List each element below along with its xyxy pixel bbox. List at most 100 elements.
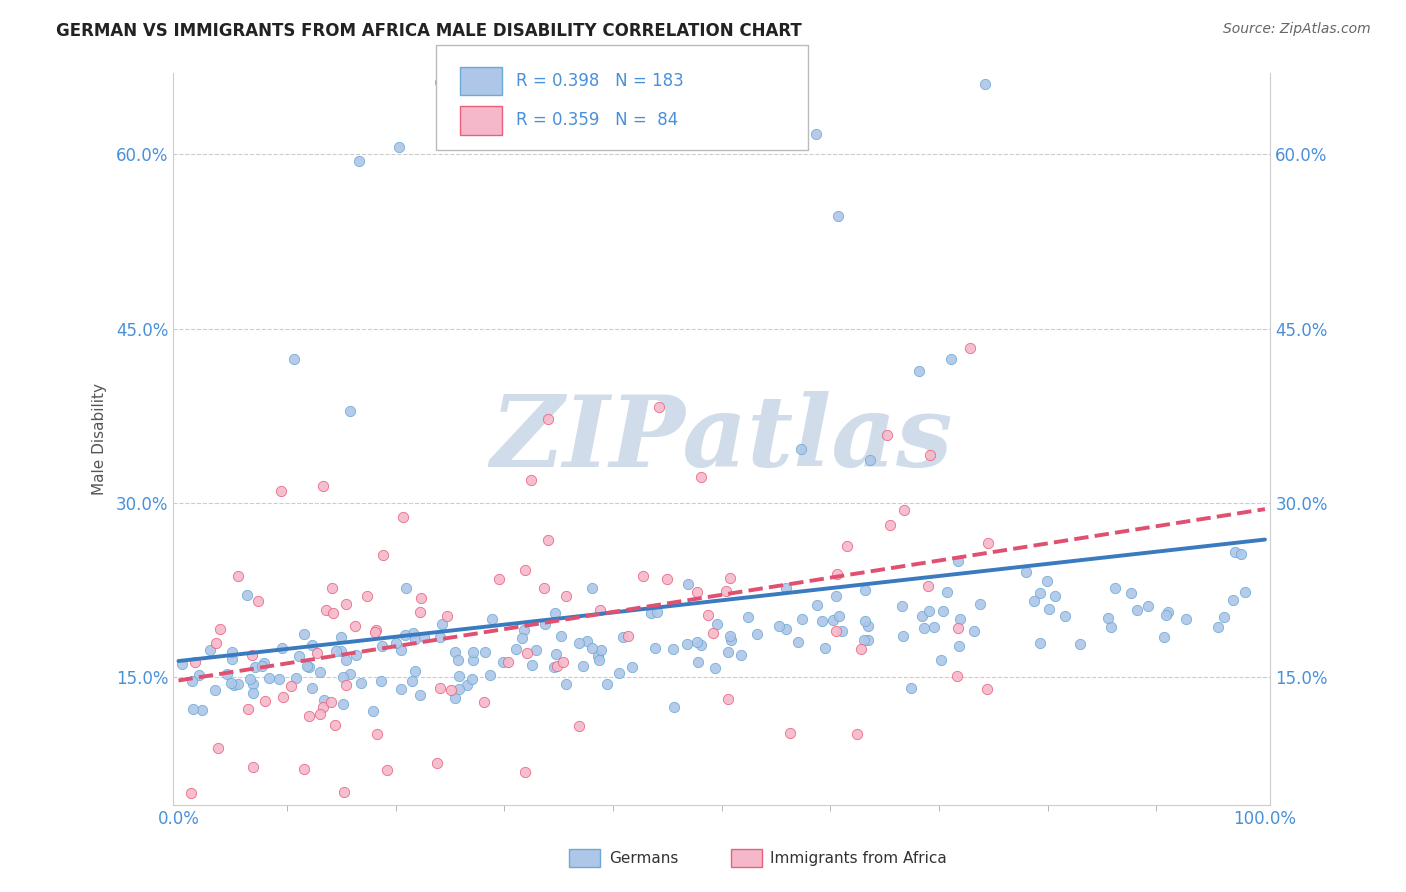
- Point: [891, 629, 914, 643]
- Point: [1043, 589, 1066, 603]
- Point: [242, 676, 264, 690]
- Point: [813, 641, 835, 656]
- Point: [612, 630, 634, 644]
- Point: [253, 694, 276, 708]
- Point: [491, 655, 513, 669]
- Point: [204, 683, 226, 698]
- Point: [662, 642, 685, 657]
- Point: [747, 626, 769, 640]
- Point: [640, 606, 662, 620]
- Point: [436, 609, 458, 624]
- Point: [307, 646, 329, 660]
- Point: [252, 656, 274, 670]
- Point: [188, 667, 211, 681]
- Point: [364, 625, 387, 640]
- Point: [690, 470, 713, 484]
- Point: [810, 614, 832, 628]
- Point: [853, 632, 876, 647]
- Point: [512, 623, 534, 637]
- Point: [447, 653, 470, 667]
- Point: [505, 641, 527, 656]
- Point: [343, 619, 366, 633]
- Point: [1097, 611, 1119, 625]
- Point: [825, 589, 848, 603]
- Point: [856, 632, 879, 647]
- Point: [205, 636, 228, 650]
- Point: [737, 609, 759, 624]
- Point: [391, 509, 413, 524]
- Point: [714, 584, 737, 599]
- Point: [312, 699, 335, 714]
- Point: [551, 655, 574, 669]
- Point: [1121, 586, 1143, 600]
- Point: [295, 658, 318, 673]
- Point: [912, 621, 935, 635]
- Point: [510, 632, 533, 646]
- Point: [404, 632, 426, 647]
- Point: [586, 648, 609, 663]
- Point: [581, 641, 603, 656]
- Point: [607, 665, 630, 680]
- Point: [222, 678, 245, 692]
- Point: [645, 605, 668, 619]
- Point: [325, 644, 347, 658]
- Point: [879, 517, 901, 532]
- Point: [959, 342, 981, 356]
- Point: [240, 648, 263, 662]
- Point: [460, 672, 482, 686]
- Point: [969, 597, 991, 611]
- Point: [312, 692, 335, 706]
- Point: [221, 652, 243, 666]
- Point: [775, 581, 797, 595]
- Point: [429, 74, 451, 88]
- Point: [519, 473, 541, 487]
- Point: [344, 648, 367, 662]
- Point: [269, 673, 291, 687]
- Text: ZIPatlas: ZIPatlas: [491, 391, 953, 487]
- Point: [856, 619, 879, 633]
- Point: [702, 626, 724, 640]
- Point: [339, 666, 361, 681]
- Point: [181, 702, 204, 716]
- Point: [1175, 612, 1198, 626]
- Point: [243, 660, 266, 674]
- Point: [447, 668, 470, 682]
- Point: [974, 78, 997, 92]
- Point: [385, 635, 408, 649]
- Point: [555, 676, 578, 690]
- Point: [555, 589, 578, 603]
- Point: [394, 581, 416, 595]
- Point: [312, 479, 335, 493]
- Point: [463, 653, 485, 667]
- Point: [533, 581, 555, 595]
- Point: [238, 701, 260, 715]
- Text: Germans: Germans: [609, 851, 678, 865]
- Point: [242, 760, 264, 774]
- Point: [576, 634, 599, 648]
- Point: [1069, 637, 1091, 651]
- Point: [924, 620, 946, 634]
- Point: [257, 671, 280, 685]
- Point: [472, 695, 495, 709]
- Point: [825, 567, 848, 582]
- Point: [1229, 547, 1251, 561]
- Point: [309, 665, 332, 679]
- Text: GERMAN VS IMMIGRANTS FROM AFRICA MALE DISABILITY CORRELATION CHART: GERMAN VS IMMIGRANTS FROM AFRICA MALE DI…: [56, 22, 801, 40]
- Point: [301, 638, 323, 652]
- Point: [426, 756, 449, 771]
- Point: [440, 683, 463, 698]
- Point: [332, 670, 354, 684]
- Point: [271, 641, 294, 656]
- Point: [929, 653, 952, 667]
- Point: [704, 661, 727, 675]
- Point: [1053, 608, 1076, 623]
- Point: [221, 645, 243, 659]
- Point: [375, 764, 398, 778]
- Point: [977, 535, 1000, 549]
- Point: [948, 639, 970, 653]
- Point: [335, 597, 357, 611]
- Point: [893, 502, 915, 516]
- Point: [676, 577, 699, 591]
- Point: [949, 612, 972, 626]
- Point: [481, 612, 503, 626]
